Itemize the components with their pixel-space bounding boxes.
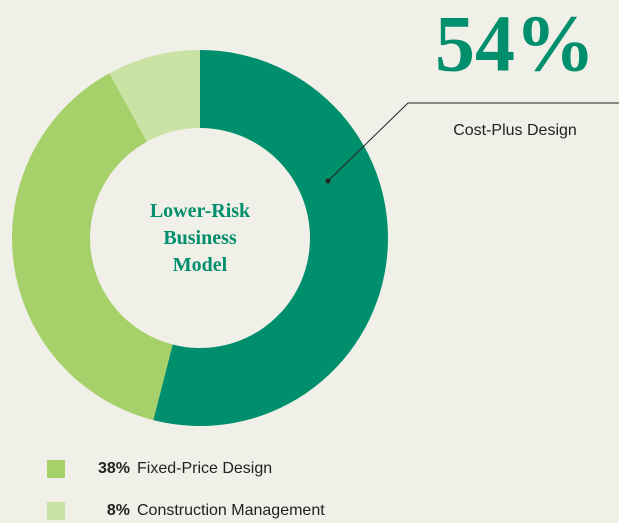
legend-label: Construction Management — [137, 502, 325, 519]
donut-segment — [153, 50, 389, 427]
donut-segment — [109, 50, 200, 142]
legend-label: Fixed-Price Design — [137, 460, 272, 477]
center-label: Lower-Risk Business Model — [149, 200, 251, 276]
legend-swatch — [47, 502, 65, 520]
legend-value: 38% — [98, 460, 130, 477]
callout-line — [327, 102, 619, 182]
callout-label: Cost-Plus Design — [453, 122, 577, 139]
legend-swatch — [47, 460, 65, 478]
legend-value: 8% — [107, 502, 130, 519]
callout-value: 54% — [435, 0, 595, 88]
callout-dot — [325, 178, 331, 184]
donut-segment — [11, 73, 173, 421]
